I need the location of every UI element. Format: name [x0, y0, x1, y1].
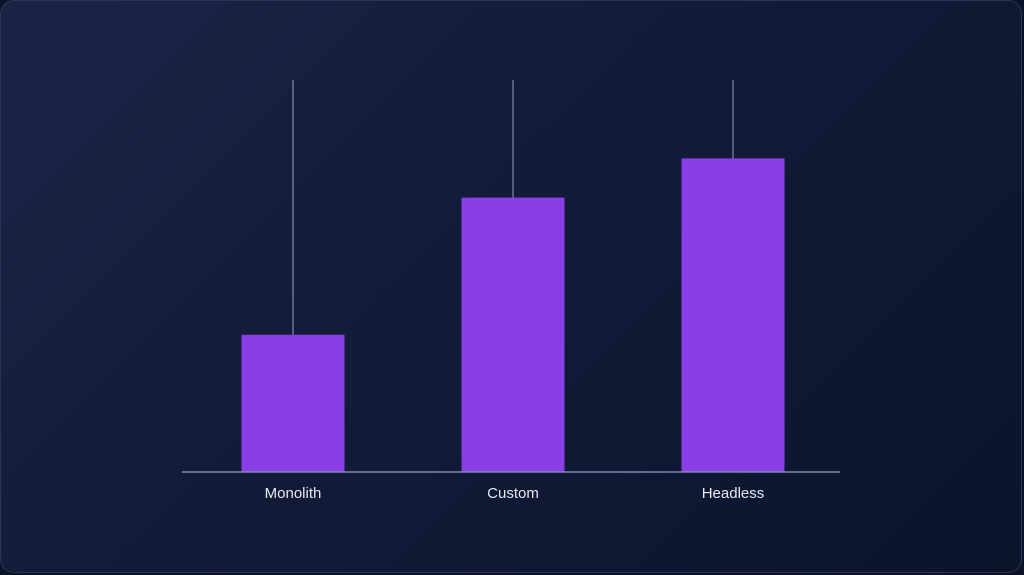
x-tick-label-headless: Headless: [702, 485, 765, 502]
bar-custom: [461, 197, 565, 472]
bar-monolith: [241, 334, 345, 472]
guide-lines: [292, 80, 734, 335]
bar-headless: [681, 158, 785, 472]
x-tick-label-monolith: Monolith: [265, 485, 322, 502]
x-tick-labels: Monolith Custom Headless: [265, 485, 765, 502]
x-tick-label-custom: Custom: [487, 485, 539, 502]
bars: [241, 158, 785, 472]
